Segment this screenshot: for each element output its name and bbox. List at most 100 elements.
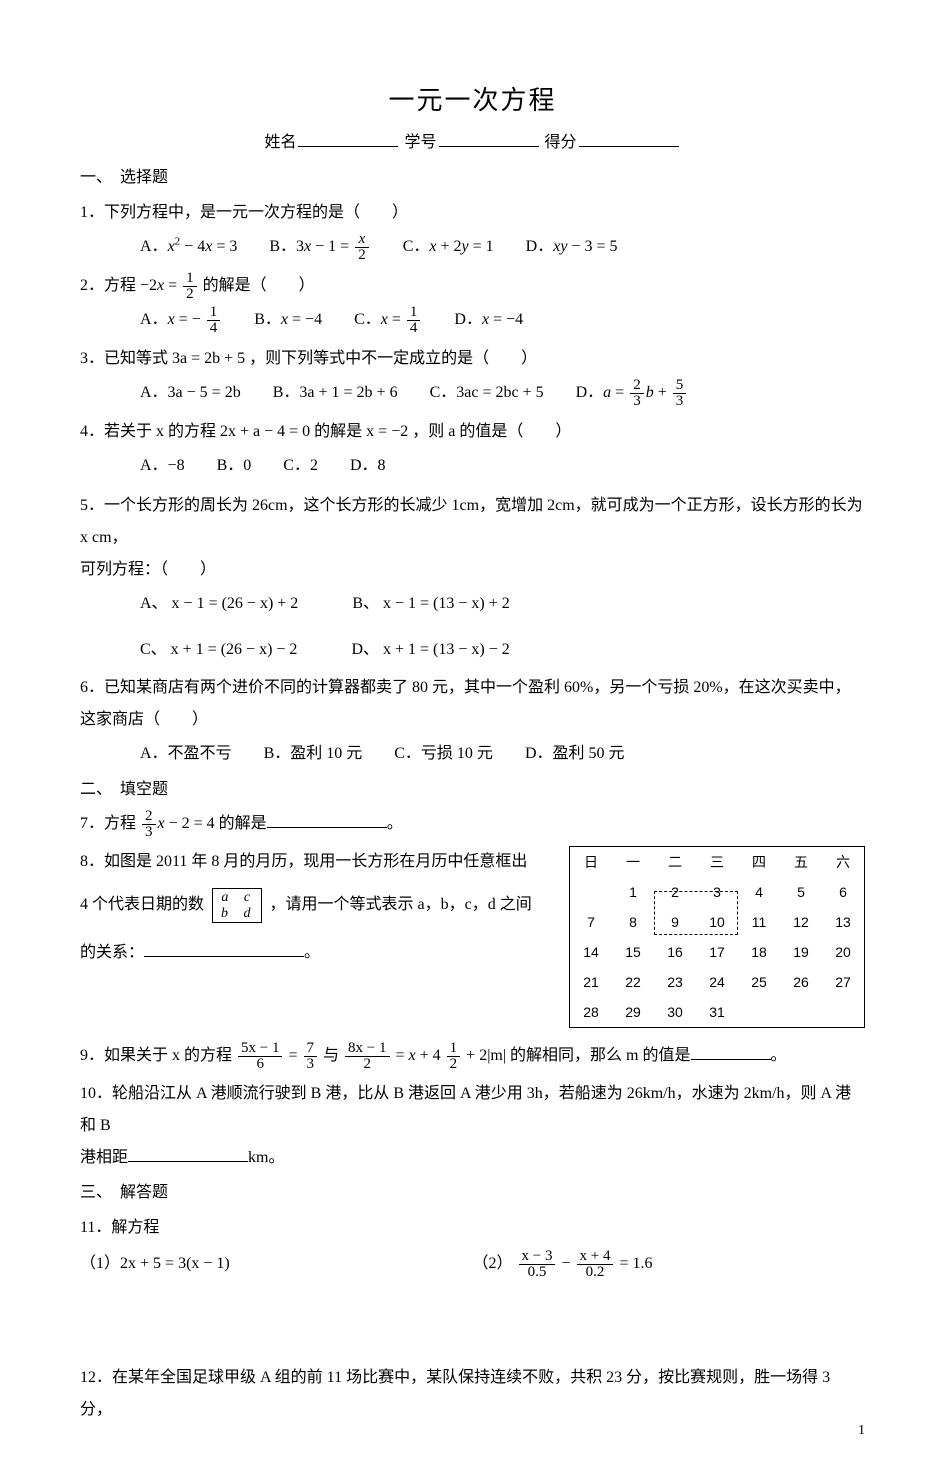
question-10: 10．轮船沿江从 A 港顺流行驶到 B 港，比从 B 港返回 A 港少用 3h，… — [80, 1078, 865, 1174]
question-9: 9．如果关于 x 的方程 5x − 16 = 73 与 8x − 12 = x … — [80, 1040, 865, 1072]
section-3-heading: 三、 解答题 — [80, 1180, 865, 1206]
calendar-cell: 13 — [822, 907, 864, 937]
score-blank[interactable] — [579, 131, 679, 147]
q1-opt-d[interactable]: D．xy − 3 = 5 — [526, 229, 618, 264]
section-1-heading: 一、 选择题 — [80, 165, 865, 191]
q11-part1: （1）2x + 5 = 3(x − 1) — [80, 1248, 473, 1280]
q2-opt-b[interactable]: B．x = −4 — [254, 302, 322, 337]
calendar-cell: 27 — [822, 967, 864, 997]
calendar-header-cell: 一 — [612, 847, 654, 877]
calendar-cell: 31 — [696, 997, 738, 1027]
calendar-cell: 12 — [780, 907, 822, 937]
calendar-table: 日一二三四五六123456789101112131415161718192021… — [569, 846, 865, 1028]
q1-opt-b[interactable]: B．3x − 1 = x2 — [269, 229, 370, 264]
page-number: 1 — [858, 1420, 865, 1442]
question-3: 3．已知等式 3a = 2b + 5 ，则下列等式中不一定成立的是（ ） A．3… — [80, 343, 865, 410]
calendar-cell: 21 — [570, 967, 612, 997]
q6-opt-c[interactable]: C．亏损 10 元 — [394, 736, 493, 771]
calendar-cell: 8 — [612, 907, 654, 937]
calendar-cell: 29 — [612, 997, 654, 1027]
q6-options: A．不盈不亏 B．盈利 10 元 C．亏损 10 元 D．盈利 50 元 — [80, 736, 865, 771]
calendar-cell — [780, 997, 822, 1027]
q1-opt-a[interactable]: A．x2 − 4x = 3 — [140, 229, 237, 264]
q5-opt-c[interactable]: C、 x + 1 = (26 − x) − 2 — [140, 634, 297, 666]
name-blank[interactable] — [298, 131, 398, 147]
q4-opt-d[interactable]: D．8 — [350, 448, 386, 483]
q3-opt-b[interactable]: B．3a + 1 = 2b + 6 — [273, 375, 398, 410]
q3-options: A．3a − 5 = 2b B．3a + 1 = 2b + 6 C．3ac = … — [80, 375, 865, 410]
q4-opt-a[interactable]: A．−8 — [140, 448, 185, 483]
q5-opt-a[interactable]: A、 x − 1 = (26 − x) + 2 — [140, 588, 298, 620]
calendar-cell: 7 — [570, 907, 612, 937]
calendar-cell: 14 — [570, 937, 612, 967]
q2-opt-d[interactable]: D．x = −4 — [454, 302, 523, 337]
calendar-cell — [570, 877, 612, 907]
question-11: 11．解方程 （1）2x + 5 = 3(x − 1) （2） x − 30.5… — [80, 1212, 865, 1280]
q6-opt-d[interactable]: D．盈利 50 元 — [525, 736, 625, 771]
calendar-cell: 19 — [780, 937, 822, 967]
calendar-cell: 26 — [780, 967, 822, 997]
question-8: 日一二三四五六123456789101112131415161718192021… — [80, 846, 865, 1034]
calendar-header-cell: 六 — [822, 847, 864, 877]
calendar-cell: 11 — [738, 907, 780, 937]
q2-stem: 2．方程 −2x = 12 的解是（ ） — [80, 270, 865, 302]
question-12: 12．在某年全国足球甲级 A 组的前 11 场比赛中，某队保持连续不败，共积 2… — [80, 1362, 865, 1426]
calendar-cell: 24 — [696, 967, 738, 997]
q10-line1: 10．轮船沿江从 A 港顺流行驶到 B 港，比从 B 港返回 A 港少用 3h，… — [80, 1078, 865, 1142]
calendar-cell — [738, 997, 780, 1027]
q4-opt-b[interactable]: B．0 — [217, 448, 252, 483]
q2-opt-a[interactable]: A．x = − 14 — [140, 302, 222, 337]
question-7: 7．方程 23x − 2 = 4 的解是。 — [80, 808, 865, 840]
calendar-cell: 18 — [738, 937, 780, 967]
calendar-cell: 30 — [654, 997, 696, 1027]
q6-line1: 6．已知某商店有两个进价不同的计算器都卖了 80 元，其中一个盈利 60%，另一… — [80, 672, 865, 704]
q5-options-row1: A、 x − 1 = (26 − x) + 2 B、 x − 1 = (13 −… — [80, 588, 865, 620]
q7-blank[interactable] — [267, 812, 387, 828]
q1-stem: 1．下列方程中，是一元一次方程的是（ ） — [80, 197, 865, 229]
q4-options: A．−8 B．0 C．2 D．8 — [80, 448, 865, 483]
abcd-box: a c b d — [212, 888, 262, 923]
q12-text: 12．在某年全国足球甲级 A 组的前 11 场比赛中，某队保持连续不败，共积 2… — [80, 1362, 865, 1426]
calendar-cell: 2 — [654, 877, 696, 907]
calendar-cell: 23 — [654, 967, 696, 997]
q6-line2: 这家商店（ ） — [80, 704, 865, 736]
question-1: 1．下列方程中，是一元一次方程的是（ ） A．x2 − 4x = 3 B．3x … — [80, 197, 865, 264]
calendar-cell: 25 — [738, 967, 780, 997]
q5-opt-d[interactable]: D、 x + 1 = (13 − x) − 2 — [351, 634, 509, 666]
q4-opt-c[interactable]: C．2 — [283, 448, 318, 483]
q9-blank[interactable] — [691, 1044, 771, 1060]
q8-blank[interactable] — [144, 941, 304, 957]
q1-options: A．x2 − 4x = 3 B．3x − 1 = x2 C．x + 2y = 1… — [80, 229, 865, 264]
q2-opt-c[interactable]: C．x = 14 — [354, 302, 422, 337]
calendar-header-cell: 四 — [738, 847, 780, 877]
id-blank[interactable] — [439, 131, 539, 147]
calendar-header-cell: 三 — [696, 847, 738, 877]
calendar-cell: 15 — [612, 937, 654, 967]
q5-line2: 可列方程：（ ） — [80, 554, 865, 586]
calendar-cell: 4 — [738, 877, 780, 907]
calendar-cell: 28 — [570, 997, 612, 1027]
id-label: 学号 — [404, 134, 436, 151]
question-5: 5．一个长方形的周长为 26cm，这个长方形的长减少 1cm，宽增加 2cm，就… — [80, 490, 865, 666]
q10-blank[interactable] — [128, 1146, 248, 1162]
q5-opt-b[interactable]: B、 x − 1 = (13 − x) + 2 — [352, 588, 509, 620]
q6-opt-a[interactable]: A．不盈不亏 — [140, 736, 232, 771]
calendar-cell — [822, 997, 864, 1027]
score-label: 得分 — [545, 134, 577, 151]
calendar-cell: 1 — [612, 877, 654, 907]
q3-opt-a[interactable]: A．3a − 5 = 2b — [140, 375, 241, 410]
calendar-header-cell: 二 — [654, 847, 696, 877]
calendar-cell: 20 — [822, 937, 864, 967]
question-2: 2．方程 −2x = 12 的解是（ ） A．x = − 14 B．x = −4… — [80, 270, 865, 337]
calendar-cell: 9 — [654, 907, 696, 937]
q6-opt-b[interactable]: B．盈利 10 元 — [264, 736, 363, 771]
q1-opt-c[interactable]: C．x + 2y = 1 — [403, 229, 494, 264]
q3-opt-d[interactable]: D．a = 23b + 53 — [576, 375, 689, 410]
calendar-cell: 17 — [696, 937, 738, 967]
name-label: 姓名 — [264, 134, 296, 151]
q2-options: A．x = − 14 B．x = −4 C．x = 14 D．x = −4 — [80, 302, 865, 337]
calendar-header-cell: 日 — [570, 847, 612, 877]
q11-head: 11．解方程 — [80, 1212, 865, 1244]
q3-opt-c[interactable]: C．3ac = 2bc + 5 — [430, 375, 544, 410]
q4-stem: 4．若关于 x 的方程 2x + a − 4 = 0 的解是 x = −2 ，则… — [80, 416, 865, 448]
